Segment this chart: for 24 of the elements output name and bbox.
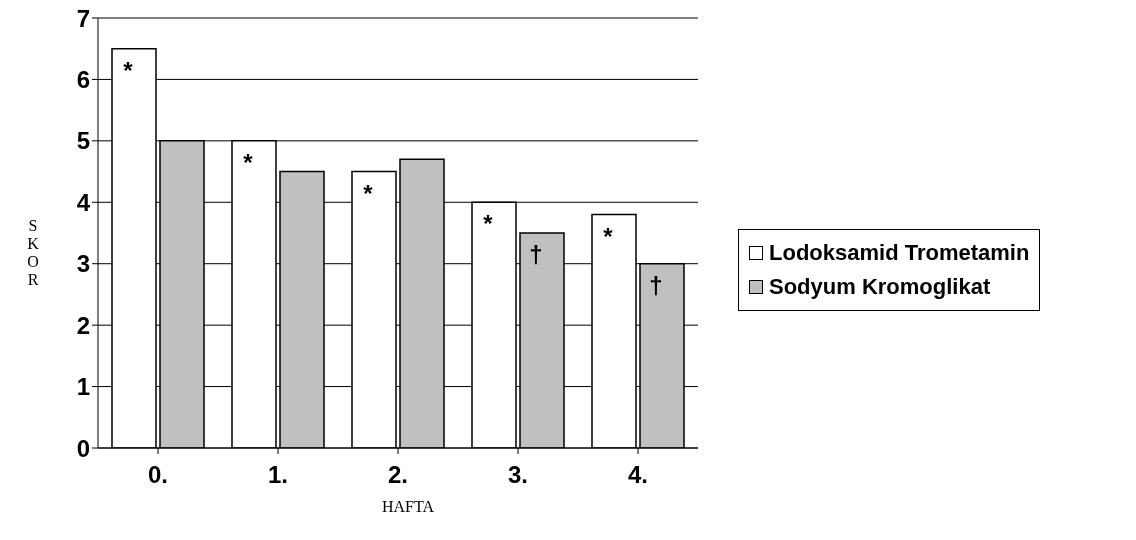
x-tick-label: 4. [627, 461, 649, 489]
annotation: * [123, 56, 134, 84]
annotation: * [363, 179, 374, 207]
annotation: * [483, 210, 494, 238]
legend-label: Sodyum Kromoglikat [769, 274, 991, 300]
y-tick-label: 1 [76, 373, 90, 401]
y-tick-label: 0 [76, 434, 90, 462]
y-tick-label: 3 [76, 250, 90, 278]
y-tick-label: 5 [76, 127, 90, 155]
y-tick-label: 4 [76, 188, 91, 216]
annotation: † [529, 241, 543, 268]
x-axis-title: HAFTA [380, 498, 436, 516]
y-axis-title: SKOR [27, 217, 39, 289]
x-tick-label: 0. [147, 461, 169, 489]
annotation: * [243, 148, 254, 176]
y-tick-label: 2 [76, 311, 90, 339]
annotation: † [649, 271, 663, 299]
x-tick-label: 2. [387, 461, 409, 489]
x-tick-label: 1. [267, 461, 289, 489]
legend-label: Lodoksamid Trometamin [769, 240, 1030, 266]
y-tick-label: 6 [76, 65, 90, 93]
y-tick-label: 7 [76, 4, 90, 32]
annotation: * [603, 222, 614, 250]
x-tick-label: 3. [507, 461, 529, 489]
